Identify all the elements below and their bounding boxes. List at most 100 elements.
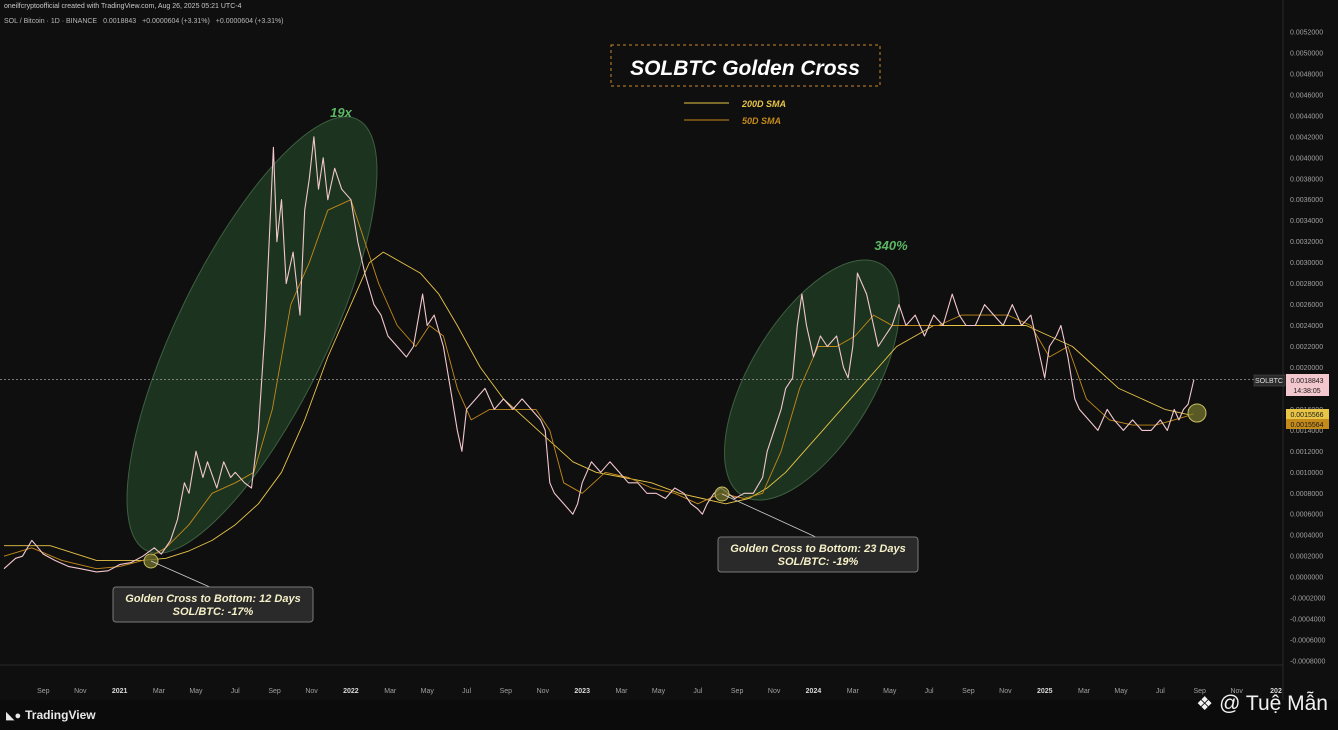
x-tick-label: Sep [962,688,975,695]
y-tick-label: 0.0038000 [1290,176,1323,183]
symbol-name: SOL / Bitcoin · 1D · BINANCE [4,18,98,25]
last-price-tag [1286,374,1329,396]
y-tick-label: 0.0050000 [1290,50,1323,57]
x-tick-label: Jul [693,688,702,695]
series-line-50d-sma [3,199,1195,570]
tradingview-logo-icon: ◣● [6,710,22,722]
y-tick-label: 0.0026000 [1290,302,1323,309]
x-tick-label: Nov [74,688,87,695]
legend-50d-label: 50D SMA [742,116,781,126]
y-tick-label: 0.0008000 [1290,491,1323,498]
x-tick-label: May [883,688,897,695]
y-tick-label: 0.0012000 [1290,449,1323,456]
y-tick-label: 0.0046000 [1290,92,1323,99]
x-tick-label: Nov [537,688,550,695]
x-tick-label: Jul [1156,688,1165,695]
x-tick-label: May [189,688,203,695]
x-tick-label: Jul [231,688,240,695]
y-tick-label: -0.0008000 [1290,659,1326,666]
y-tick-label: 0.0042000 [1290,134,1323,141]
y-tick-label: 0.0000000 [1290,575,1323,582]
y-tick-label: 0.0040000 [1290,155,1323,162]
x-tick-label: Sep [731,688,744,695]
countdown-text: 14:38:05 [1293,388,1320,395]
y-tick-label: 0.0044000 [1290,113,1323,120]
y-tick-label: 0.0028000 [1290,281,1323,288]
chart-title: SOLBTC Golden Cross [630,57,860,80]
y-tick-label: 0.0052000 [1290,30,1323,37]
y-tick-label: 0.0004000 [1290,533,1323,540]
golden-cross-marker-3 [1187,403,1207,423]
y-tick-label: 0.0024000 [1290,323,1323,330]
y-tick-label: 0.0002000 [1290,554,1323,561]
bull-run-ellipse-2024 [723,259,901,501]
connector-line-2 [721,493,819,539]
y-tick-label: 0.0022000 [1290,344,1323,351]
y-tick-label: 0.0010000 [1290,470,1323,477]
x-tick-label: Nov [305,688,318,695]
y-tick-label: -0.0004000 [1290,617,1326,624]
title-box [610,44,881,87]
x-tick-label: Nov [1230,688,1243,695]
annotation-box-1 [112,586,314,623]
annotation-1-line2: SOL/BTC: -17% [173,606,254,618]
x-tick-label: Mar [847,688,860,695]
x-tick-label: Sep [500,688,513,695]
series-group [3,136,1195,573]
x-tick-label: 202 [1270,688,1282,695]
sma50-tag-text: 0.0015564 [1290,422,1323,429]
y-tick-label: 0.0048000 [1290,71,1323,78]
price-change-2: +0.0000604 (+3.31%) [215,18,284,25]
annotation-1-line1: Golden Cross to Bottom: 12 Days [125,593,300,605]
x-tick-label: 2022 [343,688,359,695]
symbol-tag-text: SOLBTC [1255,378,1283,385]
y-tick-label: 0.0020000 [1290,365,1323,372]
tradingview-logo[interactable]: ◣● TradingView [6,708,96,722]
x-tick-label: Nov [999,688,1012,695]
sma50-tag [1286,419,1329,429]
y-tick-label: 0.0014000 [1290,428,1323,435]
symbol-info[interactable]: SOL / Bitcoin · 1D · BINANCE 0.0018843 +… [4,18,288,25]
x-tick-label: 2024 [806,688,822,695]
y-tick-label: 0.0030000 [1290,260,1323,267]
x-tick-label: Mar [1078,688,1091,695]
y-tick-label: 0.0036000 [1290,197,1323,204]
price-change-1: +0.0000604 (+3.31%) [142,18,210,25]
symbol-tag [1253,374,1286,387]
tradingview-logo-text: TradingView [25,708,96,722]
x-tick-label: Jul [462,688,471,695]
x-tick-label: Sep [37,688,50,695]
author-watermark: ❖ @ Tuệ Mẫn [1196,692,1328,716]
y-tick-label: 0.0034000 [1290,218,1323,225]
highlight-ellipses [126,116,901,554]
x-axis: Sep Nov 2021 Mar May Jul Sep Nov 2022 Mar May Jul Se… [37,688,1282,695]
sma200-tag [1286,409,1329,419]
x-tick-label: 2023 [574,688,590,695]
watermark-text: @ Tuệ Mẫn [1219,692,1328,715]
y-tick-label: 0.0006000 [1290,512,1323,519]
annotation-2-line1: Golden Cross to Bottom: 23 Days [730,543,905,555]
series-line-solbtc [3,136,1195,573]
chart-caption: oneilfcryptoofficial created with Tradin… [4,3,242,10]
x-tick-label: Mar [615,688,628,695]
sma200-tag-text: 0.0015566 [1290,412,1323,419]
binance-diamond-icon: ❖ [1196,694,1214,715]
legend-200d-label: 200D SMA [741,99,786,109]
series-line-200d-sma [4,251,1194,561]
y-tick-label: -0.0006000 [1290,638,1326,645]
y-tick-label: -0.0002000 [1290,596,1326,603]
chart[interactable]: 0.0052000 0.0050000 0.0048000 0.0046000 0.00… [0,0,1338,700]
x-tick-label: Nov [768,688,781,695]
bull-run-ellipse-2021 [126,116,378,554]
last-price: 0.0018843 [103,18,137,25]
y-tick-label: 0.0032000 [1290,239,1323,246]
y-axis: 0.0052000 0.0050000 0.0048000 0.0046000 0.00… [1290,30,1326,666]
connector-line-1 [150,560,213,589]
x-tick-label: May [652,688,666,695]
x-tick-label: May [421,688,435,695]
x-tick-label: Mar [384,688,397,695]
x-tick-label: Mar [153,688,166,695]
x-tick-label: 2021 [112,688,128,695]
annotation-2-line2: SOL/BTC: -19% [778,556,859,568]
bottom-bar [0,700,1338,730]
